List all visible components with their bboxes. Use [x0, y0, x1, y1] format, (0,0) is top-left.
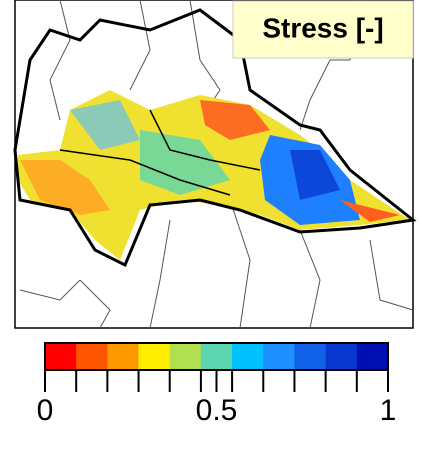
- colorbar-bin: [169, 343, 202, 370]
- colorbar-bin: [76, 343, 108, 370]
- colorbar-bin: [45, 343, 77, 370]
- colorbar-bin: [325, 343, 358, 370]
- colorbar-bin: [138, 343, 171, 370]
- stress-patch: [20, 160, 110, 215]
- stress-patch: [290, 150, 340, 200]
- colorbar-tick-label: 0: [37, 394, 54, 427]
- stress-patch: [340, 200, 400, 222]
- sub-boundaries: [59, 109, 261, 196]
- colorbar: 0 0.5 1: [37, 342, 397, 427]
- legend-box: [232, 0, 414, 59]
- legend-title: Stress [-]: [262, 12, 383, 43]
- colorbar-tick-label: 1: [380, 394, 397, 427]
- stress-patch: [200, 100, 270, 140]
- colorbar-bin: [356, 343, 389, 370]
- colorbar-tick-label: 0.5: [196, 394, 238, 427]
- basin-boundary: [13, 8, 417, 268]
- colorbar-bin: [200, 343, 233, 370]
- colorbar-bin: [263, 343, 295, 370]
- stress-patch: [140, 130, 230, 195]
- colorbar-bin: [107, 343, 140, 370]
- map-panel: Stress [-]: [13, 0, 417, 329]
- stress-field: [18, 90, 410, 260]
- colorbar-bin: [294, 343, 327, 370]
- region-borders: [19, 0, 414, 329]
- stress-patch: [70, 100, 140, 150]
- colorbar-bin: [232, 343, 264, 370]
